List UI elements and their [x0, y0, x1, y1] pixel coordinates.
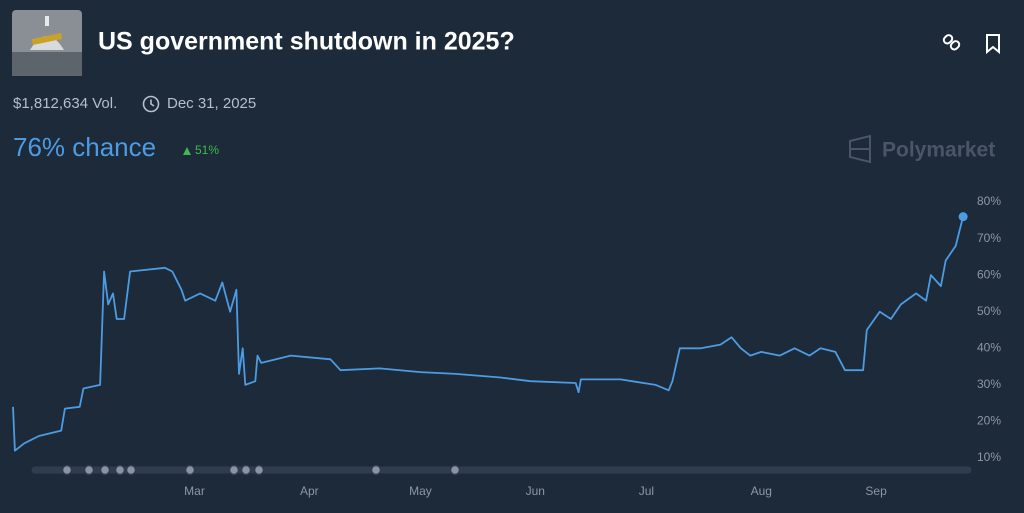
y-tick-label: 60% — [977, 267, 1001, 281]
y-tick-label: 70% — [977, 231, 1001, 245]
y-tick-label: 30% — [977, 377, 1001, 391]
x-tick-label: Jun — [526, 484, 545, 498]
brand-logo — [849, 134, 871, 164]
event-dot[interactable] — [449, 464, 461, 476]
market-image[interactable] — [12, 10, 82, 76]
y-tick-label: 40% — [977, 340, 1001, 354]
x-tick-label: Mar — [184, 484, 205, 498]
change: 51% — [195, 143, 219, 157]
y-tick-label: 20% — [977, 414, 1001, 428]
current-point — [958, 212, 968, 222]
event-dot[interactable] — [184, 464, 196, 476]
event-dot[interactable] — [99, 464, 111, 476]
event-dot[interactable] — [253, 464, 265, 476]
x-tick-label: May — [409, 484, 432, 498]
chance: 76% chance — [13, 132, 156, 162]
price-chart: 10% 20% 30% 40% 50% 60% 70% 80% Mar Apr May Jun Jul A… — [12, 194, 1001, 498]
event-dot[interactable] — [240, 464, 252, 476]
x-tick-label: Sep — [865, 484, 887, 498]
event-dot[interactable] — [125, 464, 137, 476]
x-tick-label: Apr — [300, 484, 319, 498]
x-tick-label: Jul — [639, 484, 654, 498]
brand-name: Polymarket — [882, 139, 995, 162]
y-tick-label: 50% — [977, 304, 1001, 318]
clock-icon — [142, 95, 160, 113]
volume: $1,812,634 Vol. — [13, 95, 117, 112]
market-title: US government shutdown in 2025? — [98, 28, 515, 56]
event-dot[interactable] — [370, 464, 382, 476]
event-dot[interactable] — [61, 464, 73, 476]
end-date: Dec 31, 2025 — [167, 95, 256, 112]
x-tick-label: Aug — [751, 484, 772, 498]
event-dot[interactable] — [114, 464, 126, 476]
y-tick-label: 10% — [977, 450, 1001, 464]
bookmark-button[interactable] — [986, 34, 1000, 55]
event-dot[interactable] — [228, 464, 240, 476]
event-dot[interactable] — [83, 464, 95, 476]
up-arrow — [183, 147, 191, 155]
y-tick-label: 80% — [977, 194, 1001, 208]
copy-link-button[interactable] — [942, 34, 961, 51]
timeline — [31, 464, 972, 476]
price-line — [12, 216, 964, 452]
